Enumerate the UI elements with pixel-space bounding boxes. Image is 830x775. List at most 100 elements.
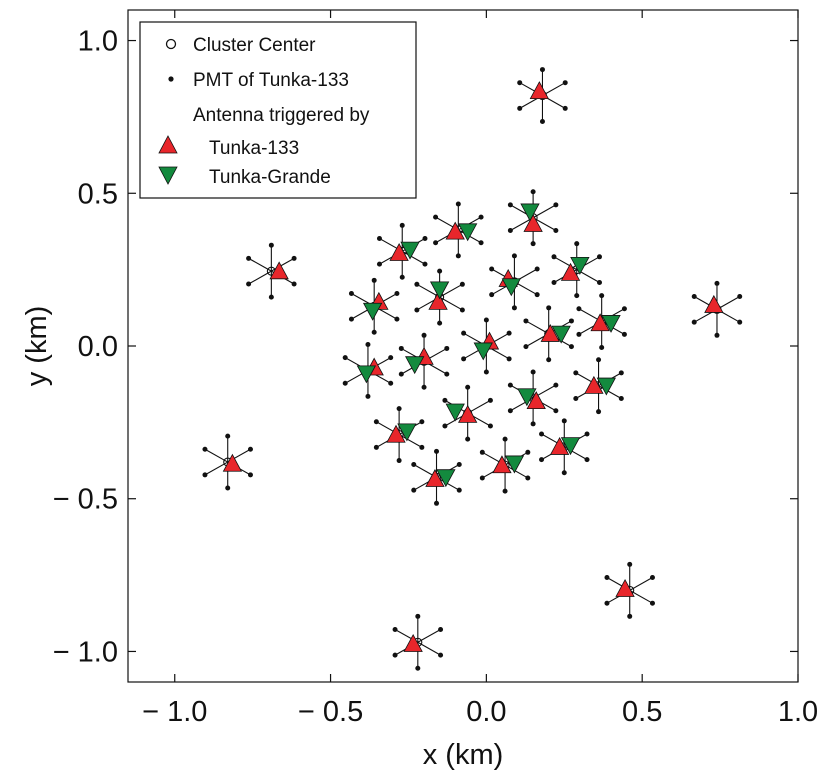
- pmt-point: [479, 449, 485, 455]
- pmt-point: [373, 444, 379, 450]
- pmt-point: [627, 613, 633, 619]
- antenna-tunka133-marker: [222, 453, 243, 472]
- cluster: [489, 253, 540, 311]
- pmt-point: [455, 253, 461, 259]
- antenna-tunka-grande-marker: [596, 377, 617, 396]
- cluster: [202, 433, 253, 491]
- pmt-point: [599, 345, 605, 351]
- pmt-point: [489, 292, 495, 298]
- pmt-point: [576, 306, 582, 312]
- x-tick-label: 0.5: [622, 696, 662, 728]
- pmt-point: [714, 332, 720, 338]
- legend-box: [139, 21, 417, 199]
- pmt-point: [523, 344, 529, 350]
- antenna-tunka-grande-marker: [405, 356, 425, 375]
- antenna-tunka-grande-marker: [445, 403, 465, 422]
- pmt-point: [398, 345, 404, 351]
- pmt-point: [553, 382, 559, 388]
- pmt-point: [562, 105, 568, 111]
- pmt-point: [507, 228, 513, 234]
- pmt-point: [599, 293, 605, 299]
- pmt-point: [551, 254, 557, 260]
- pmt-point: [399, 274, 405, 280]
- pmt-point: [291, 281, 297, 287]
- antenna-tunka-grande-marker: [551, 325, 571, 344]
- pmt-point: [394, 316, 400, 322]
- pmt-point: [546, 305, 552, 311]
- x-tick-label: 1.0: [778, 696, 818, 728]
- pmt-point: [546, 357, 552, 363]
- pmt-point: [574, 241, 580, 247]
- pmt-point: [342, 380, 348, 386]
- antenna-tunka133-marker: [590, 313, 610, 332]
- pmt-point: [539, 67, 545, 73]
- pmt-point: [737, 294, 743, 300]
- pmt-point: [415, 665, 421, 671]
- pmt-point: [376, 261, 382, 267]
- pmt-point: [506, 330, 512, 336]
- antenna-tunka-grande-marker: [601, 315, 621, 333]
- pmt-point: [246, 281, 252, 287]
- pmt-point: [573, 396, 579, 402]
- pmt-point: [525, 449, 531, 455]
- pmt-point: [419, 444, 425, 450]
- pmt-point: [618, 396, 624, 402]
- y-tick-label: 1.0: [78, 26, 118, 58]
- cluster: [551, 241, 602, 299]
- pmt-point: [348, 290, 354, 296]
- pmt-point: [502, 436, 508, 442]
- pmt-point: [444, 345, 450, 351]
- pmt-point: [539, 431, 545, 437]
- pmt-point: [507, 408, 513, 414]
- antenna-tunka-grande-marker: [560, 437, 581, 456]
- pmt-point: [247, 472, 253, 478]
- pmt-point: [517, 105, 523, 111]
- pmt-point: [421, 332, 427, 338]
- pmt-point: [442, 423, 448, 429]
- pmt-point: [202, 446, 208, 452]
- pmt-point: [487, 423, 493, 429]
- pmt-point: [553, 408, 559, 414]
- legend-tunka133-label: Tunka-133: [209, 138, 299, 159]
- cluster: [246, 242, 297, 300]
- pmt-point: [365, 341, 371, 347]
- y-axis-label: y (km): [21, 306, 53, 387]
- x-tick-label: 0.0: [466, 696, 506, 728]
- pmt-point: [456, 487, 462, 493]
- antenna-tunka133-marker: [615, 578, 635, 597]
- pmt-point: [422, 261, 428, 267]
- pmt-point: [506, 356, 512, 362]
- legend-cluster-center-marker: [165, 38, 177, 50]
- antenna-tunka133-marker: [560, 262, 581, 281]
- antenna-tunka133-marker: [425, 469, 445, 487]
- y-tick-label: 0.5: [78, 178, 118, 210]
- pmt-point: [434, 500, 440, 506]
- pmt-point: [576, 331, 582, 337]
- legend-pmt-marker: [168, 76, 174, 82]
- pmt-point: [478, 214, 484, 220]
- pmt-point: [433, 240, 439, 246]
- pmt-point: [225, 433, 231, 439]
- pmt-point: [438, 626, 444, 632]
- antenna-tunka-grande-marker: [397, 423, 417, 442]
- pmt-point: [268, 242, 274, 248]
- pmt-point: [376, 235, 382, 241]
- x-tick-label: − 1.0: [142, 696, 207, 728]
- pmt-point: [483, 317, 489, 323]
- antenna-tunka133-marker: [403, 633, 423, 652]
- legend-tunka-grande-marker: [158, 166, 178, 185]
- y-tick-label: − 1.0: [53, 636, 118, 668]
- antenna-tunka133-marker: [523, 213, 543, 232]
- antenna-tunka-grande-marker: [429, 281, 450, 300]
- pmt-point: [394, 290, 400, 296]
- pmt-point: [574, 293, 580, 299]
- pmt-point: [291, 255, 297, 261]
- pmt-point: [561, 418, 567, 424]
- pmt-point: [438, 652, 444, 658]
- pmt-point: [444, 371, 450, 377]
- antenna-tunka133-marker: [526, 391, 546, 410]
- pmt-point: [479, 475, 485, 481]
- y-axis-ticks: − 1.0 − 0.5 0.0 0.5 1.0: [53, 26, 798, 668]
- pmt-point: [534, 266, 540, 272]
